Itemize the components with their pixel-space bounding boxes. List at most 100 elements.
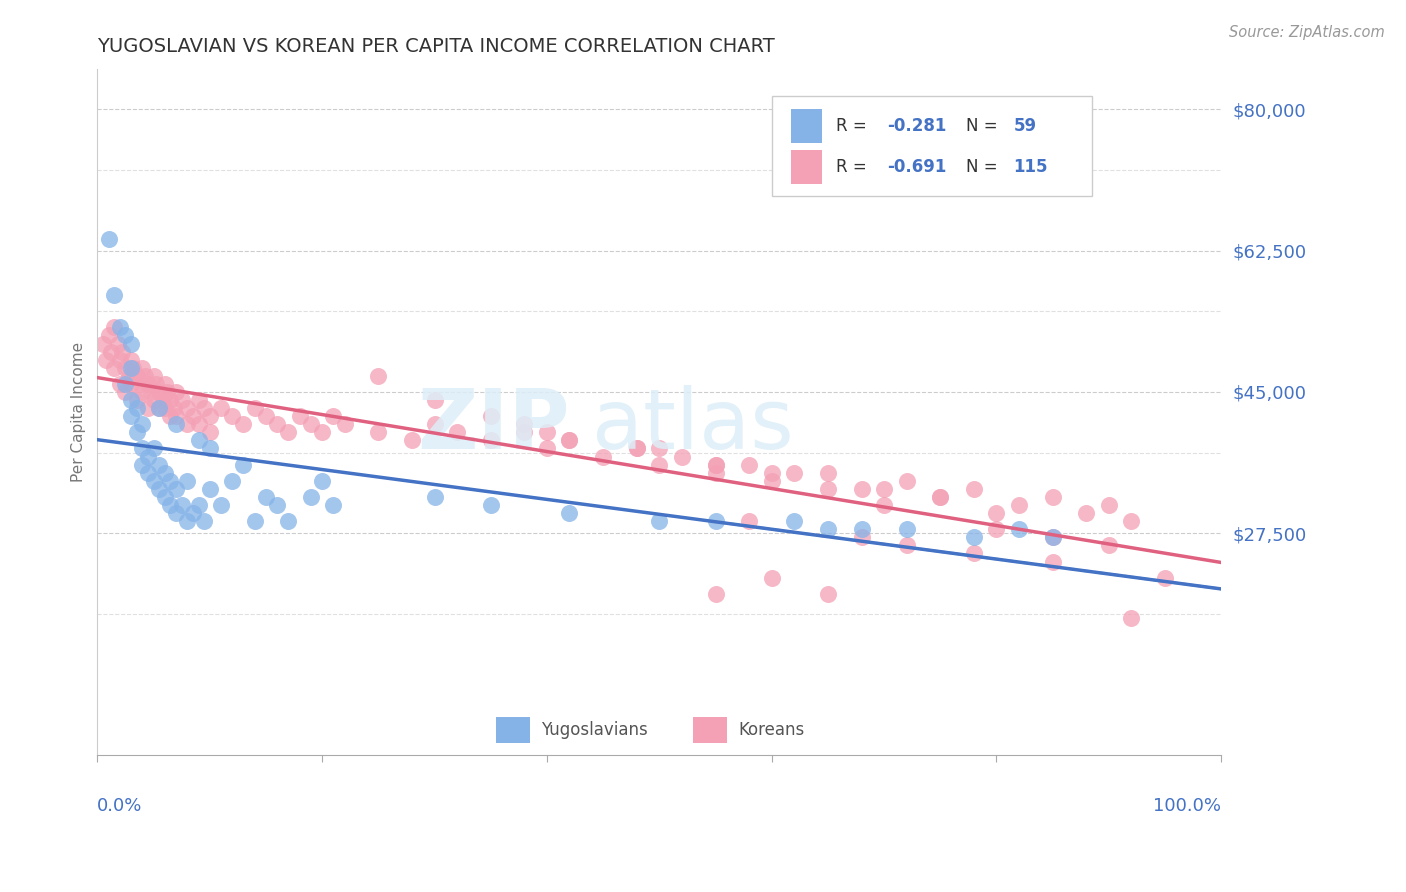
Point — [91, 336, 114, 351]
Point — [165, 417, 187, 432]
Point — [152, 392, 174, 407]
Point — [761, 474, 783, 488]
Point — [1121, 514, 1143, 528]
Point — [159, 392, 181, 407]
Point — [536, 425, 558, 440]
Point — [423, 417, 446, 432]
Point — [322, 498, 344, 512]
Point — [963, 546, 986, 560]
Point — [187, 434, 209, 448]
Point — [120, 352, 142, 367]
Point — [114, 384, 136, 399]
Point — [159, 409, 181, 424]
Point — [851, 530, 873, 544]
Point — [783, 514, 806, 528]
Point — [704, 458, 727, 472]
Point — [114, 376, 136, 391]
Point — [704, 458, 727, 472]
Point — [333, 417, 356, 432]
Point — [254, 409, 277, 424]
Point — [704, 587, 727, 601]
Point — [311, 425, 333, 440]
Point — [187, 417, 209, 432]
Point — [198, 425, 221, 440]
Point — [648, 442, 671, 456]
Point — [1042, 530, 1064, 544]
Text: Koreans: Koreans — [738, 721, 804, 739]
Point — [136, 450, 159, 464]
Text: 59: 59 — [1014, 117, 1036, 135]
Point — [963, 482, 986, 496]
Point — [277, 514, 299, 528]
Text: 0.0%: 0.0% — [97, 797, 143, 814]
Point — [176, 401, 198, 416]
Point — [131, 384, 153, 399]
Point — [159, 498, 181, 512]
Point — [165, 482, 187, 496]
Point — [288, 409, 311, 424]
Y-axis label: Per Capita Income: Per Capita Income — [72, 343, 86, 483]
Point — [243, 514, 266, 528]
FancyBboxPatch shape — [790, 150, 823, 185]
Point — [896, 522, 918, 536]
Point — [1098, 498, 1121, 512]
Point — [125, 425, 148, 440]
Point — [873, 482, 896, 496]
FancyBboxPatch shape — [790, 109, 823, 143]
Point — [479, 409, 502, 424]
Point — [120, 409, 142, 424]
Point — [142, 368, 165, 383]
Point — [446, 425, 468, 440]
Point — [704, 466, 727, 480]
Point — [148, 384, 170, 399]
Point — [153, 376, 176, 391]
Point — [648, 514, 671, 528]
Text: R =: R = — [835, 117, 872, 135]
Point — [299, 417, 322, 432]
Point — [187, 392, 209, 407]
Point — [648, 458, 671, 472]
Point — [122, 360, 145, 375]
Point — [136, 401, 159, 416]
Point — [873, 498, 896, 512]
Point — [761, 466, 783, 480]
Point — [209, 401, 232, 416]
Point — [929, 490, 952, 504]
Point — [1008, 522, 1031, 536]
Point — [513, 417, 536, 432]
Point — [156, 384, 179, 399]
Point — [817, 587, 839, 601]
Point — [1076, 506, 1098, 520]
Point — [817, 466, 839, 480]
Point — [198, 409, 221, 424]
Point — [170, 392, 193, 407]
Point — [266, 417, 288, 432]
Point — [103, 288, 125, 302]
Point — [232, 458, 254, 472]
Point — [131, 417, 153, 432]
Text: atlas: atlas — [592, 385, 793, 467]
Text: R =: R = — [835, 158, 872, 176]
FancyBboxPatch shape — [772, 96, 1092, 196]
Point — [125, 392, 148, 407]
Point — [221, 409, 243, 424]
Point — [896, 538, 918, 552]
Point — [254, 490, 277, 504]
Point — [120, 376, 142, 391]
Point — [148, 401, 170, 416]
Point — [671, 450, 693, 464]
Point — [136, 466, 159, 480]
Point — [1121, 611, 1143, 625]
Point — [159, 474, 181, 488]
Point — [558, 434, 581, 448]
Point — [193, 514, 215, 528]
Point — [165, 384, 187, 399]
Point — [118, 368, 141, 383]
Point — [120, 392, 142, 407]
Point — [266, 498, 288, 512]
Text: 100.0%: 100.0% — [1153, 797, 1222, 814]
Point — [277, 425, 299, 440]
Point — [817, 482, 839, 496]
Point — [142, 474, 165, 488]
Point — [851, 482, 873, 496]
